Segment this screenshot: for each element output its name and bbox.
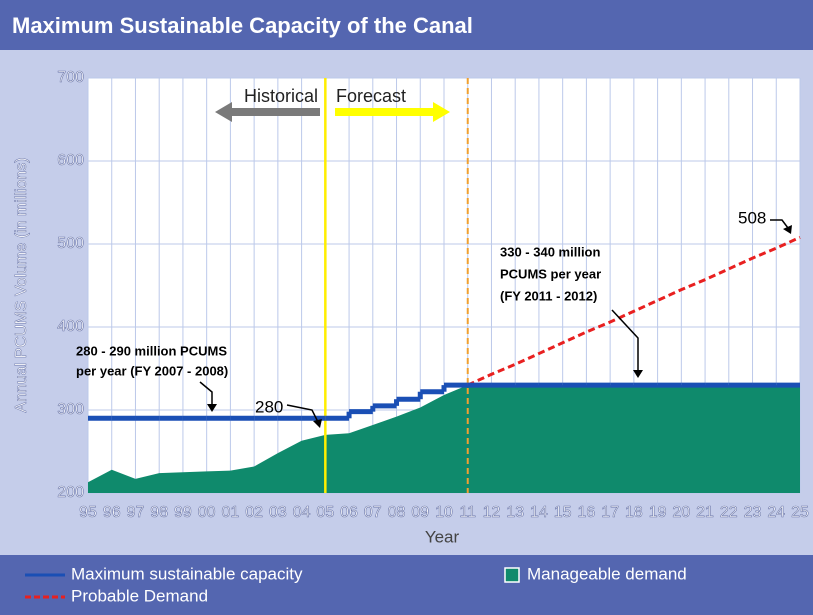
- title-bar: [0, 0, 813, 50]
- callout-line: [286, 404, 319, 423]
- x-tick-label: 08: [388, 504, 406, 521]
- callout-line: [611, 309, 639, 372]
- x-tick-label: 23: [744, 504, 762, 521]
- callout-arrowhead: [633, 370, 643, 378]
- x-tick-label: 21: [696, 504, 714, 521]
- y-tick-label: 600: [57, 152, 84, 169]
- note-2011-line: (FY 2011 - 2012): [500, 288, 597, 303]
- y-tick-label: 500: [57, 235, 84, 252]
- x-tick-label: 00: [198, 504, 216, 521]
- x-tick-label: 03: [269, 504, 287, 521]
- callout-line: [199, 381, 213, 406]
- y-tick-label: 300: [57, 401, 84, 418]
- y-tick-label: 400: [57, 318, 84, 335]
- legend-swatch: [504, 567, 520, 583]
- x-tick-label: 19: [649, 504, 667, 521]
- historical-arrow: [215, 102, 320, 122]
- x-tick-label: 05: [316, 504, 334, 521]
- y-tick-label: 700: [57, 69, 84, 86]
- forecast-label: Forecast: [336, 86, 406, 106]
- x-tick-label: 13: [506, 504, 524, 521]
- label-280: 280: [255, 397, 283, 416]
- x-tick-label: 17: [601, 504, 619, 521]
- x-tick-label: 12: [483, 504, 501, 521]
- x-tick-label: 25: [791, 504, 809, 521]
- x-tick-label: 10: [435, 504, 453, 521]
- x-tick-label: 07: [364, 504, 382, 521]
- x-tick-label: 14: [530, 504, 548, 521]
- x-tick-label: 11: [459, 504, 476, 521]
- x-tick-label: 01: [222, 504, 240, 521]
- note-2007-line: per year (FY 2007 - 2008): [76, 363, 228, 378]
- x-tick-label: 96: [103, 504, 121, 521]
- legend-label: Probable Demand: [71, 586, 208, 605]
- x-tick-label: 98: [150, 504, 168, 521]
- x-tick-label: 22: [720, 504, 738, 521]
- x-tick-label: 15: [554, 504, 572, 521]
- note-2011-line: 330 - 340 million: [500, 244, 600, 259]
- y-axis-label: Annual PCUMS Volume (in millions): [13, 157, 30, 412]
- x-tick-label: 20: [672, 504, 690, 521]
- x-tick-label: 18: [625, 504, 643, 521]
- legend-label: Maximum sustainable capacity: [71, 564, 303, 583]
- historical-label: Historical: [244, 86, 318, 106]
- chart-title: Maximum Sustainable Capacity of the Cana…: [12, 13, 473, 38]
- callout-arrowhead: [313, 419, 322, 428]
- x-tick-label: 16: [578, 504, 596, 521]
- callout-line: [770, 219, 789, 229]
- x-tick-label: 04: [293, 504, 311, 521]
- x-tick-label: 95: [79, 504, 97, 521]
- area: [88, 385, 800, 493]
- x-tick-label: 24: [767, 504, 785, 521]
- x-tick-label: 97: [127, 504, 145, 521]
- callout-arrowhead: [783, 225, 792, 234]
- forecast-arrow: [335, 102, 450, 122]
- y-tick-label: 200: [57, 484, 84, 501]
- x-tick-label: 02: [245, 504, 263, 521]
- line: [467, 235, 801, 387]
- x-tick-label: 99: [174, 504, 192, 521]
- legend-bar: [0, 555, 813, 615]
- note-2011-line: PCUMS per year: [500, 266, 601, 281]
- legend-label: Manageable demand: [527, 564, 687, 583]
- label-508: 508: [738, 208, 766, 227]
- x-axis-label: Year: [425, 527, 460, 546]
- callout-arrowhead: [207, 404, 217, 412]
- note-2007-line: 280 - 290 million PCUMS: [76, 343, 227, 358]
- x-tick-label: 06: [340, 504, 358, 521]
- x-tick-label: 09: [411, 504, 429, 521]
